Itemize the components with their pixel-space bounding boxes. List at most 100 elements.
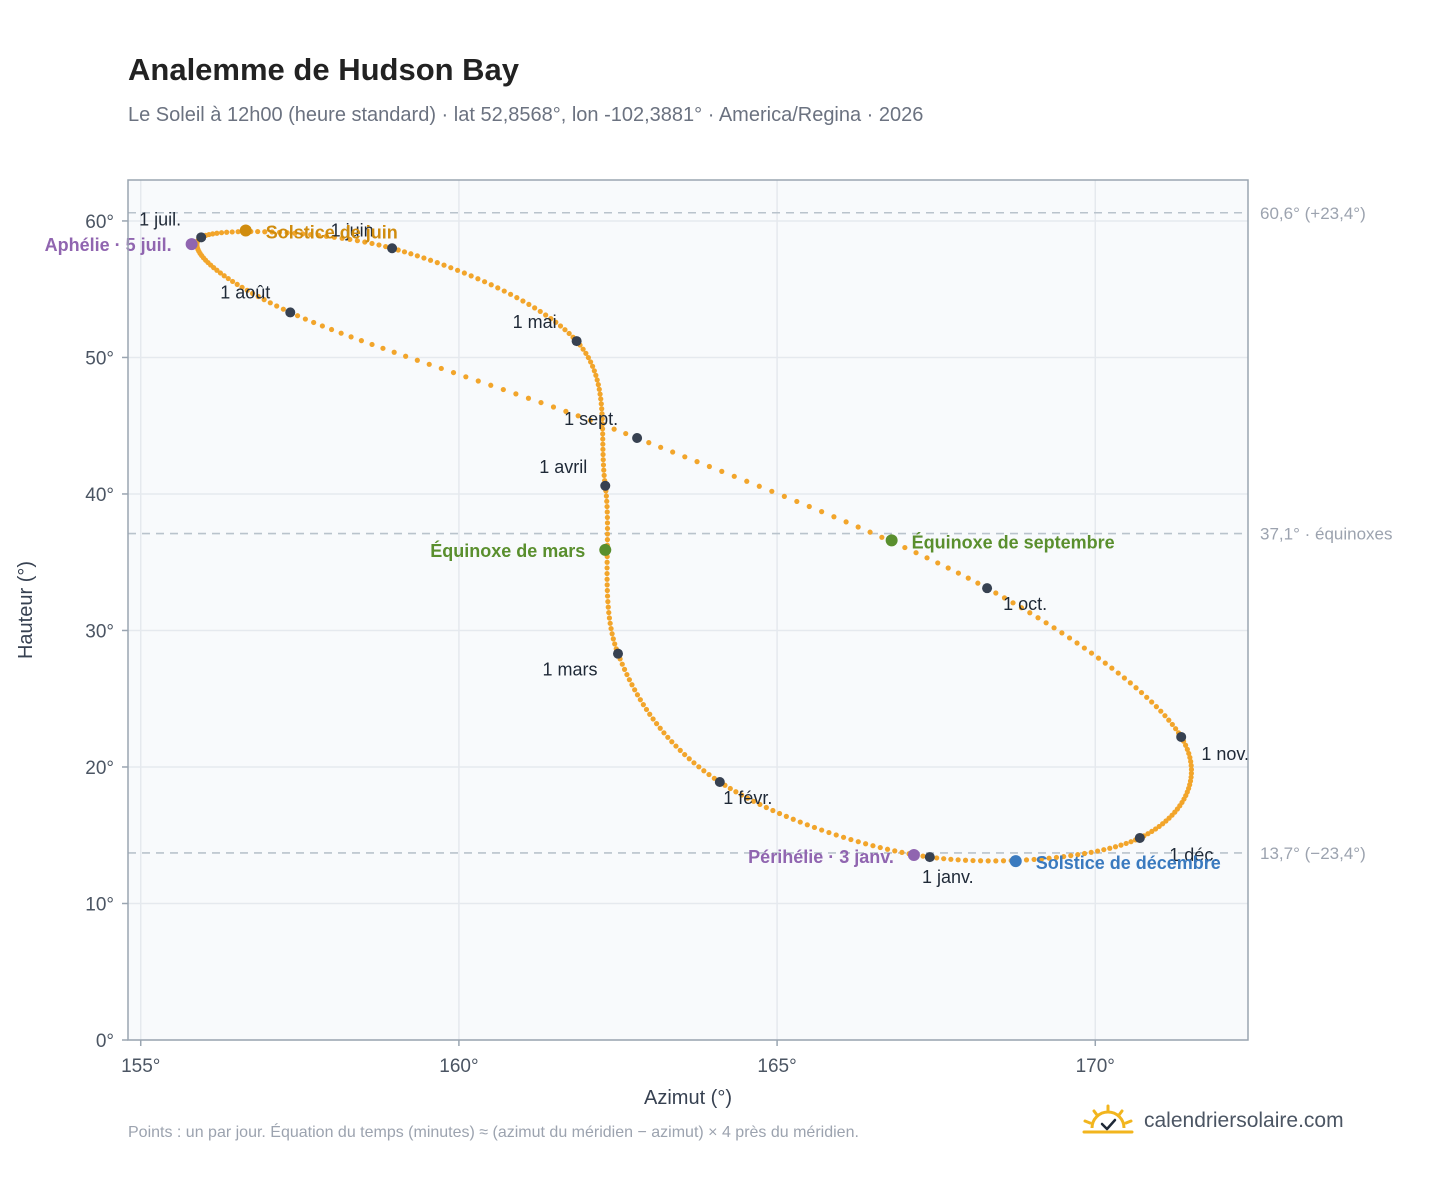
daily-point xyxy=(604,498,610,504)
daily-point xyxy=(739,792,745,798)
daily-point xyxy=(1051,625,1057,631)
daily-point xyxy=(563,408,569,414)
event-label: Solstice de juin xyxy=(266,223,398,243)
daily-point xyxy=(902,544,908,551)
daily-point xyxy=(1095,848,1101,854)
daily-point xyxy=(591,368,597,374)
daily-point xyxy=(1075,852,1081,858)
daily-point xyxy=(941,856,947,862)
daily-point xyxy=(993,590,999,596)
daily-point xyxy=(647,711,653,717)
daily-point xyxy=(1188,758,1194,765)
daily-point xyxy=(599,406,605,412)
daily-point xyxy=(920,853,926,859)
daily-point xyxy=(1186,750,1192,757)
daily-point xyxy=(682,751,688,758)
daily-point xyxy=(488,382,494,388)
daily-point xyxy=(623,430,629,437)
daily-point xyxy=(975,580,981,586)
daily-point xyxy=(677,747,683,753)
month-marker xyxy=(1134,832,1145,843)
daily-point xyxy=(1173,726,1179,732)
daily-point xyxy=(403,353,409,359)
daily-point xyxy=(819,509,825,515)
daily-point xyxy=(945,565,951,571)
daily-point xyxy=(855,839,861,845)
daily-point xyxy=(414,253,420,259)
daily-point xyxy=(1074,640,1080,646)
daily-point xyxy=(604,531,611,537)
daily-point xyxy=(1149,699,1155,705)
daily-point xyxy=(481,279,488,285)
x-tick-label: 155° xyxy=(121,1056,160,1077)
brand[interactable]: calendriersolaire.com xyxy=(1082,1104,1344,1138)
daily-point xyxy=(1184,746,1190,752)
daily-point xyxy=(605,604,611,610)
month-label: 1 mars xyxy=(542,660,597,680)
daily-point xyxy=(408,251,414,257)
daily-point xyxy=(380,345,386,351)
daily-point xyxy=(673,743,679,749)
daily-point xyxy=(646,440,652,446)
month-label: 1 déc. xyxy=(1169,845,1218,865)
daily-point xyxy=(1088,650,1095,656)
daily-point xyxy=(239,284,245,290)
daily-point xyxy=(235,229,241,235)
daily-point xyxy=(1183,742,1189,748)
daily-point xyxy=(658,444,664,450)
daily-point xyxy=(1145,831,1151,837)
y-tick-label: 50° xyxy=(85,348,114,369)
daily-point xyxy=(488,282,494,288)
daily-point xyxy=(1123,840,1129,847)
daily-point xyxy=(1102,660,1108,666)
daily-point xyxy=(661,730,667,736)
event-marker xyxy=(185,238,198,251)
month-marker xyxy=(285,307,296,318)
daily-point xyxy=(450,369,457,376)
brand-name: calendriersolaire.com xyxy=(1144,1109,1344,1132)
daily-point xyxy=(427,257,434,263)
daily-point xyxy=(604,593,611,599)
daily-point xyxy=(588,359,594,365)
daily-point xyxy=(624,671,630,678)
month-label: 1 sept. xyxy=(564,409,618,429)
daily-point xyxy=(694,459,700,465)
month-marker xyxy=(1176,731,1187,742)
daily-point xyxy=(610,636,616,642)
daily-point xyxy=(600,441,606,447)
daily-point xyxy=(520,298,526,304)
month-marker xyxy=(387,243,398,254)
daily-point xyxy=(302,316,308,322)
daily-point xyxy=(1027,610,1033,616)
daily-point xyxy=(604,559,610,565)
daily-point xyxy=(985,858,991,864)
daily-point xyxy=(1018,605,1025,611)
daily-point xyxy=(727,785,733,792)
event-label: Aphélie · 5 juil. xyxy=(45,235,172,255)
daily-point xyxy=(369,240,375,247)
daily-point xyxy=(607,620,613,626)
daily-point xyxy=(598,396,604,402)
daily-point xyxy=(604,570,610,577)
daily-point xyxy=(1039,856,1045,862)
daily-point xyxy=(323,233,330,239)
event-marker xyxy=(907,849,920,862)
daily-point xyxy=(965,575,971,581)
reference-line-label: 13,7° (−23,4°) xyxy=(1260,844,1366,863)
daily-point xyxy=(585,354,591,361)
daily-point xyxy=(401,249,408,255)
daily-point xyxy=(632,687,638,693)
daily-point xyxy=(1188,770,1194,776)
month-marker xyxy=(982,583,993,594)
daily-point xyxy=(1149,828,1155,834)
daily-point xyxy=(811,824,818,831)
daily-point xyxy=(867,529,873,535)
plot-border xyxy=(127,179,1249,1041)
daily-point xyxy=(234,281,240,287)
y-tick-label: 30° xyxy=(85,621,114,642)
event-label: Équinoxe de septembre xyxy=(912,531,1115,552)
daily-point xyxy=(855,524,861,530)
y-tick-label: 0° xyxy=(96,1031,114,1052)
x-axis-label: Azimut (°) xyxy=(644,1087,732,1109)
daily-point xyxy=(706,463,712,470)
